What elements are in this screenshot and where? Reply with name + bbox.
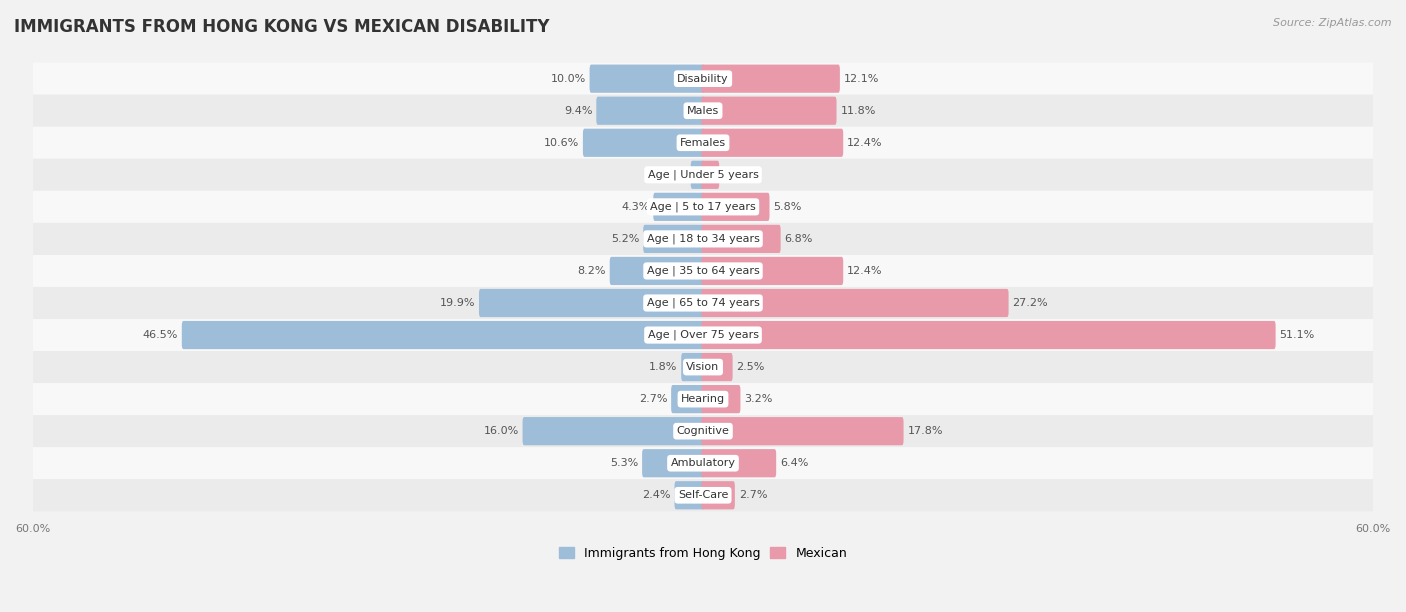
FancyBboxPatch shape xyxy=(589,65,704,93)
FancyBboxPatch shape xyxy=(32,255,1374,287)
Text: 5.3%: 5.3% xyxy=(610,458,638,468)
Text: Source: ZipAtlas.com: Source: ZipAtlas.com xyxy=(1274,18,1392,28)
Text: 12.4%: 12.4% xyxy=(848,266,883,276)
FancyBboxPatch shape xyxy=(32,287,1374,319)
FancyBboxPatch shape xyxy=(702,193,769,221)
Text: 1.3%: 1.3% xyxy=(723,170,751,180)
FancyBboxPatch shape xyxy=(32,479,1374,511)
Text: 46.5%: 46.5% xyxy=(142,330,179,340)
Text: Age | 18 to 34 years: Age | 18 to 34 years xyxy=(647,234,759,244)
FancyBboxPatch shape xyxy=(181,321,704,349)
Text: 9.4%: 9.4% xyxy=(564,106,592,116)
FancyBboxPatch shape xyxy=(702,289,1008,317)
FancyBboxPatch shape xyxy=(702,225,780,253)
FancyBboxPatch shape xyxy=(682,353,704,381)
Text: 0.95%: 0.95% xyxy=(651,170,686,180)
Text: Vision: Vision xyxy=(686,362,720,372)
FancyBboxPatch shape xyxy=(702,321,1275,349)
Text: Disability: Disability xyxy=(678,73,728,84)
FancyBboxPatch shape xyxy=(702,449,776,477)
FancyBboxPatch shape xyxy=(702,353,733,381)
FancyBboxPatch shape xyxy=(32,319,1374,351)
FancyBboxPatch shape xyxy=(702,161,720,189)
Text: Females: Females xyxy=(681,138,725,147)
FancyBboxPatch shape xyxy=(596,97,704,125)
FancyBboxPatch shape xyxy=(702,257,844,285)
Text: 5.8%: 5.8% xyxy=(773,202,801,212)
Text: 2.5%: 2.5% xyxy=(737,362,765,372)
Text: 6.8%: 6.8% xyxy=(785,234,813,244)
Text: Age | Over 75 years: Age | Over 75 years xyxy=(648,330,758,340)
Text: 2.4%: 2.4% xyxy=(643,490,671,500)
Text: 2.7%: 2.7% xyxy=(738,490,768,500)
FancyBboxPatch shape xyxy=(702,97,837,125)
Text: 1.8%: 1.8% xyxy=(650,362,678,372)
Legend: Immigrants from Hong Kong, Mexican: Immigrants from Hong Kong, Mexican xyxy=(554,542,852,565)
FancyBboxPatch shape xyxy=(702,417,904,446)
Text: IMMIGRANTS FROM HONG KONG VS MEXICAN DISABILITY: IMMIGRANTS FROM HONG KONG VS MEXICAN DIS… xyxy=(14,18,550,36)
Text: Ambulatory: Ambulatory xyxy=(671,458,735,468)
FancyBboxPatch shape xyxy=(654,193,704,221)
FancyBboxPatch shape xyxy=(702,385,741,413)
Text: Age | Under 5 years: Age | Under 5 years xyxy=(648,170,758,180)
Text: Males: Males xyxy=(688,106,718,116)
FancyBboxPatch shape xyxy=(32,415,1374,447)
Text: Self-Care: Self-Care xyxy=(678,490,728,500)
Text: Hearing: Hearing xyxy=(681,394,725,404)
Text: 8.2%: 8.2% xyxy=(578,266,606,276)
Text: 19.9%: 19.9% xyxy=(440,298,475,308)
FancyBboxPatch shape xyxy=(643,225,704,253)
FancyBboxPatch shape xyxy=(523,417,704,446)
FancyBboxPatch shape xyxy=(675,481,704,509)
Text: 51.1%: 51.1% xyxy=(1279,330,1315,340)
FancyBboxPatch shape xyxy=(32,191,1374,223)
FancyBboxPatch shape xyxy=(479,289,704,317)
Text: 5.2%: 5.2% xyxy=(612,234,640,244)
FancyBboxPatch shape xyxy=(643,449,704,477)
FancyBboxPatch shape xyxy=(32,62,1374,95)
Text: 6.4%: 6.4% xyxy=(780,458,808,468)
Text: 3.2%: 3.2% xyxy=(744,394,773,404)
FancyBboxPatch shape xyxy=(702,481,735,509)
Text: 4.3%: 4.3% xyxy=(621,202,650,212)
Text: Age | 5 to 17 years: Age | 5 to 17 years xyxy=(650,201,756,212)
FancyBboxPatch shape xyxy=(32,447,1374,479)
FancyBboxPatch shape xyxy=(32,351,1374,383)
FancyBboxPatch shape xyxy=(690,161,704,189)
Text: 27.2%: 27.2% xyxy=(1012,298,1047,308)
Text: 10.0%: 10.0% xyxy=(550,73,586,84)
FancyBboxPatch shape xyxy=(671,385,704,413)
Text: 12.4%: 12.4% xyxy=(848,138,883,147)
FancyBboxPatch shape xyxy=(32,95,1374,127)
Text: Age | 65 to 74 years: Age | 65 to 74 years xyxy=(647,298,759,308)
FancyBboxPatch shape xyxy=(32,159,1374,191)
FancyBboxPatch shape xyxy=(32,127,1374,159)
FancyBboxPatch shape xyxy=(702,129,844,157)
Text: 10.6%: 10.6% xyxy=(544,138,579,147)
Text: 17.8%: 17.8% xyxy=(907,426,943,436)
FancyBboxPatch shape xyxy=(32,383,1374,415)
FancyBboxPatch shape xyxy=(32,223,1374,255)
FancyBboxPatch shape xyxy=(610,257,704,285)
FancyBboxPatch shape xyxy=(583,129,704,157)
Text: 2.7%: 2.7% xyxy=(638,394,668,404)
FancyBboxPatch shape xyxy=(702,65,839,93)
Text: 11.8%: 11.8% xyxy=(841,106,876,116)
Text: 16.0%: 16.0% xyxy=(484,426,519,436)
Text: Cognitive: Cognitive xyxy=(676,426,730,436)
Text: 12.1%: 12.1% xyxy=(844,73,879,84)
Text: Age | 35 to 64 years: Age | 35 to 64 years xyxy=(647,266,759,276)
